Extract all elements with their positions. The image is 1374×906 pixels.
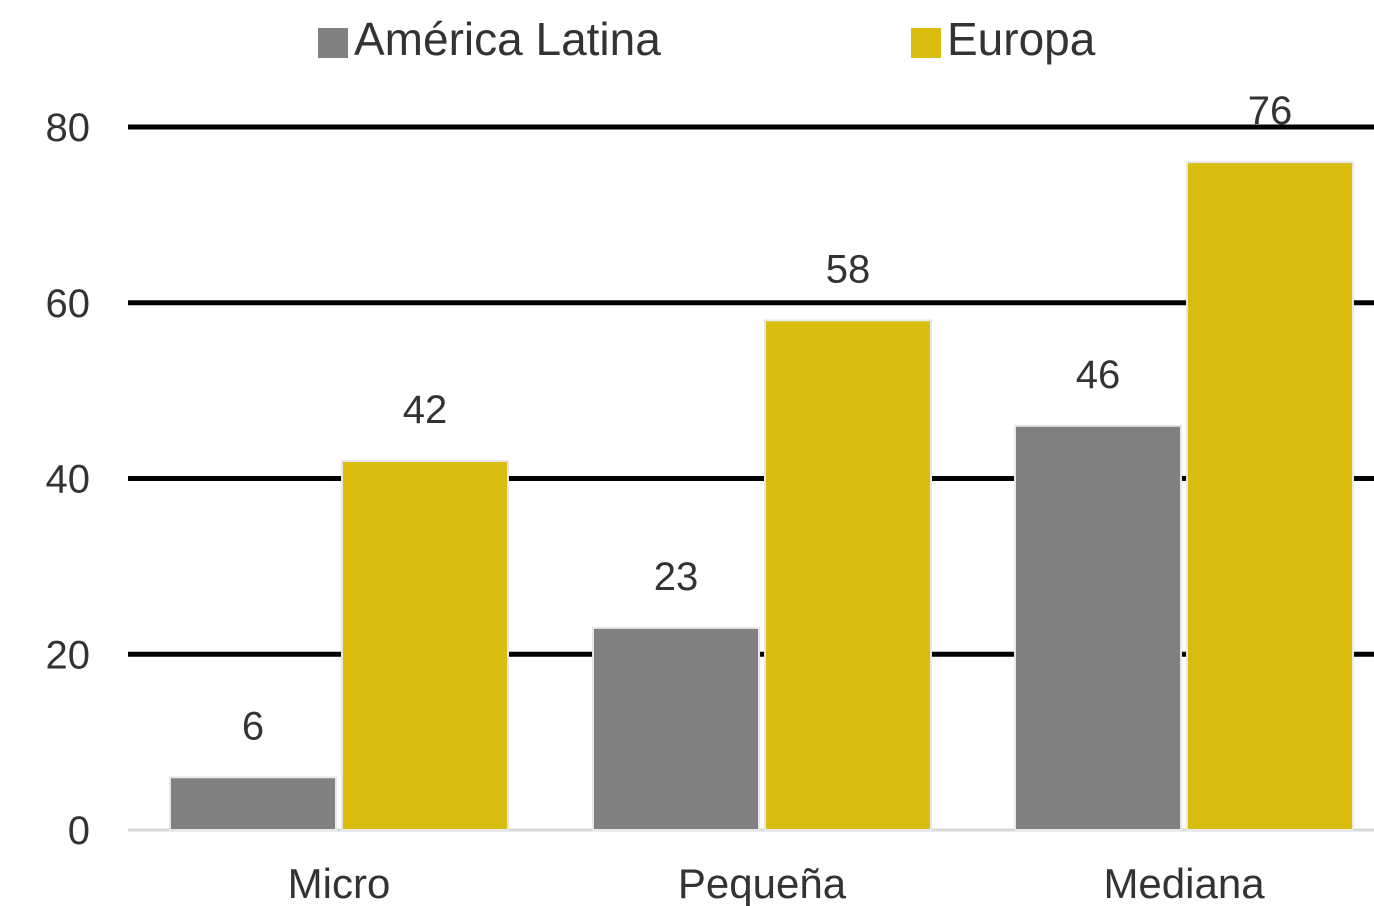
x-tick-label-mediana: Mediana	[1103, 860, 1265, 906]
y-axis: 0 20 40 60 80	[46, 106, 91, 853]
bar-america-latina-micro	[169, 776, 337, 832]
x-tick-label-pequena: Pequeña	[678, 860, 847, 906]
data-label-europa-mediana: 76	[1248, 89, 1293, 133]
y-tick-label-0: 0	[68, 809, 90, 853]
y-tick-label-60: 60	[46, 282, 91, 326]
data-label-europa-micro: 42	[403, 388, 448, 432]
bars: 6 42 23 58 46 76	[169, 89, 1354, 832]
data-label-america-latina-mediana: 46	[1076, 353, 1121, 397]
bar-europa-pequena	[764, 319, 932, 831]
bar-america-latina-mediana	[1014, 424, 1182, 831]
x-axis: Micro Pequeña Mediana	[288, 860, 1266, 906]
y-tick-label-20: 20	[46, 633, 91, 677]
y-tick-label-80: 80	[46, 106, 91, 150]
bar-europa-micro	[341, 459, 509, 831]
data-label-america-latina-pequena: 23	[654, 555, 699, 599]
legend-label-europa: Europa	[947, 13, 1096, 65]
data-label-europa-pequena: 58	[826, 247, 871, 291]
legend: América Latina Europa	[318, 13, 1096, 65]
data-label-america-latina-micro: 6	[242, 704, 264, 748]
legend-label-america-latina: América Latina	[354, 13, 661, 65]
legend-swatch-america-latina	[318, 28, 348, 58]
bar-europa-mediana	[1186, 161, 1354, 831]
bar-america-latina-pequena	[592, 626, 760, 832]
legend-swatch-europa	[911, 28, 941, 58]
y-tick-label-40: 40	[46, 458, 91, 502]
x-tick-label-micro: Micro	[288, 860, 391, 906]
